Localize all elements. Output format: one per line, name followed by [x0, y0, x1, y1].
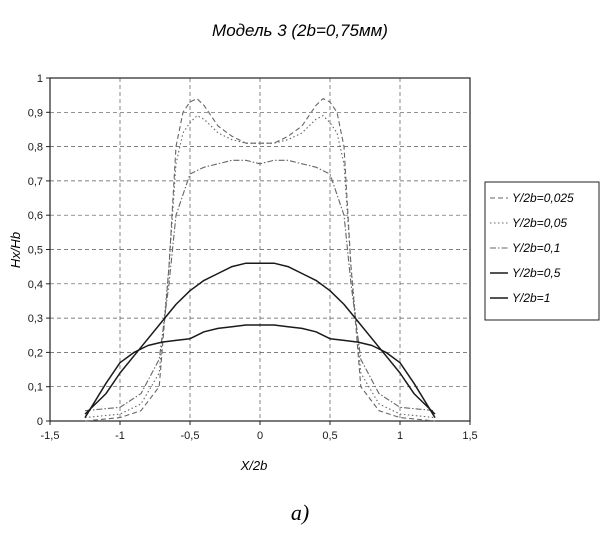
- chart-title: Модель 3 (2b=0,75мм): [212, 21, 388, 40]
- y-tick-label: 0,9: [28, 107, 43, 119]
- y-tick-label: 0,5: [28, 245, 43, 257]
- figure-caption: a): [291, 500, 309, 525]
- series-line: [84, 159, 436, 412]
- series-line: [84, 98, 436, 422]
- grid: [50, 78, 470, 421]
- y-axis-label: Hx/Hb: [8, 232, 23, 268]
- legend-label: Y/2b=0,1: [512, 241, 560, 255]
- y-tick-label: 0: [37, 416, 43, 428]
- y-tick-label: 0,7: [28, 176, 43, 188]
- y-tick-label: 0,8: [28, 142, 43, 154]
- series-layer: [84, 98, 436, 422]
- x-tick-label: 0: [257, 430, 263, 442]
- series-line: [84, 324, 436, 418]
- y-tick-label: 0,2: [28, 347, 43, 359]
- x-tick-label: -1: [115, 430, 125, 442]
- legend-label: Y/2b=0,025: [512, 191, 574, 205]
- y-tick-label: 0,3: [28, 313, 43, 325]
- x-tick-label: 1,5: [462, 430, 477, 442]
- y-tick-label: 0,6: [28, 210, 43, 222]
- legend-label: Y/2b=1: [512, 291, 550, 305]
- legend: Y/2b=0,025 Y/2b=0,05 Y/2b=0,1 Y/2b=0,5 Y/2b=…: [484, 181, 600, 321]
- y-tick-label: 0,1: [28, 382, 43, 394]
- axis-ticks: -1,5 -1 -0,5 0 0,5 1 1,5 0 0,1 0,2 0,3 0,4 0,5 0,6 0,7…: [28, 73, 478, 442]
- x-tick-label: 1: [397, 430, 403, 442]
- x-axis-label: X/2b: [240, 458, 268, 473]
- series-line: [84, 262, 436, 415]
- x-tick-label: 0,5: [322, 430, 337, 442]
- legend-label: Y/2b=0,05: [512, 216, 567, 230]
- y-tick-label: 0,4: [28, 279, 43, 291]
- legend-label: Y/2b=0,5: [512, 266, 561, 280]
- x-tick-label: -0,5: [181, 430, 200, 442]
- y-tick-label: 1: [37, 73, 43, 85]
- x-tick-label: -1,5: [41, 430, 60, 442]
- legend-box: [484, 181, 600, 321]
